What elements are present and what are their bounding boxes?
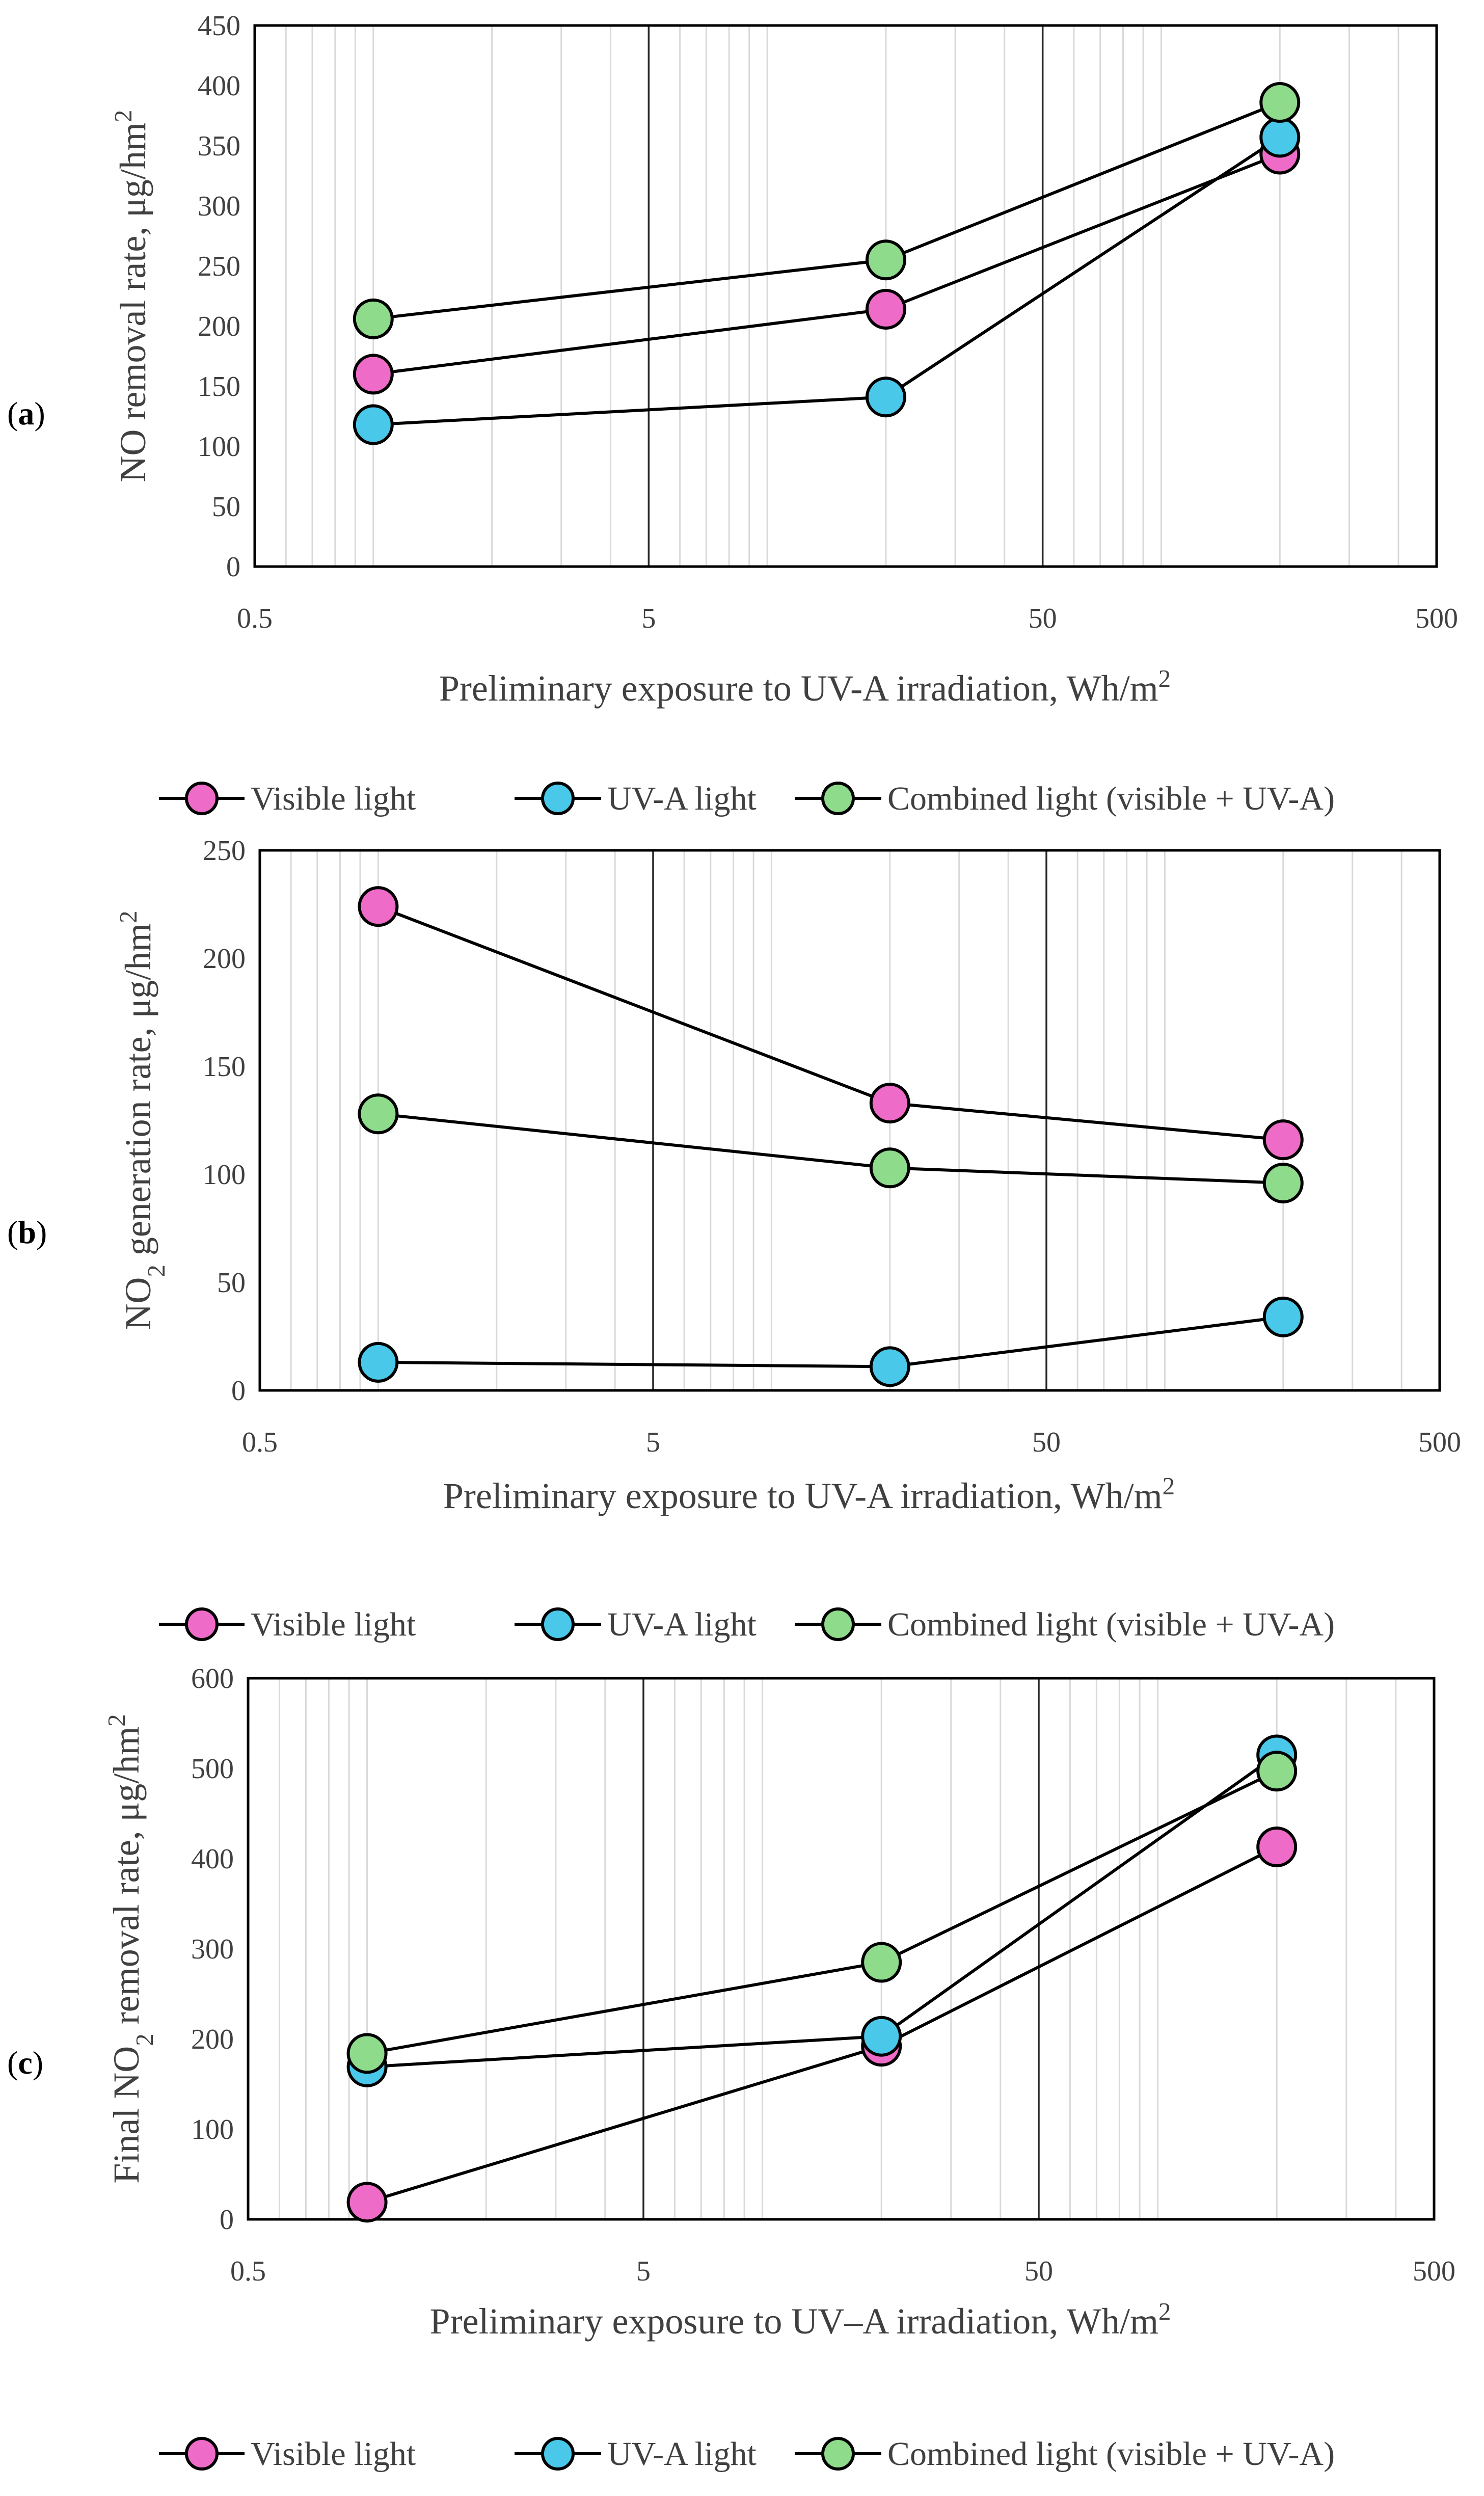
- data-point-marker: [865, 288, 906, 330]
- x-tick-label: 0.5: [242, 1427, 278, 1458]
- panel-label: (b): [7, 1214, 47, 1250]
- x-tick-label: 5: [641, 603, 656, 634]
- data-point-marker: [358, 1341, 399, 1383]
- data-point-marker: [353, 354, 394, 395]
- data-point-marker: [358, 1093, 399, 1135]
- data-point-marker: [346, 2182, 388, 2223]
- x-tick-label: 500: [1413, 2256, 1455, 2287]
- x-axis-title: Preliminary exposure to UV-A irradiation…: [443, 1472, 1175, 1517]
- legend-marker: [541, 2437, 575, 2471]
- legend-marker: [185, 782, 219, 815]
- data-point-marker: [869, 1083, 910, 1124]
- legend-label: UV-A light: [607, 780, 757, 817]
- y-tick-label: 0: [231, 1375, 246, 1407]
- chart-panel-3: 0 100 200 300 400 500 600 0.5 5 50 500 Final NO2 re…: [7, 1663, 1455, 2473]
- x-tick-label: 500: [1415, 603, 1458, 634]
- legend-label: Visible light: [251, 2435, 416, 2473]
- y-tick-label: 600: [191, 1663, 234, 1695]
- legend-label: Visible light: [251, 1606, 416, 1643]
- data-point-marker: [1262, 1119, 1304, 1161]
- y-tick-label: 250: [203, 835, 246, 867]
- y-tick-label: 0: [226, 551, 240, 583]
- y-tick-label: 200: [191, 2024, 234, 2055]
- legend-marker: [821, 2437, 855, 2471]
- x-tick-label: 50: [1032, 1427, 1061, 1458]
- data-point-marker: [358, 886, 399, 927]
- chart-legend: Visible light UV-A light Combined light (v…: [159, 2435, 1335, 2473]
- x-axis-title: Preliminary exposure to UV–A irradiation…: [430, 2297, 1171, 2342]
- y-tick-label: 50: [217, 1267, 246, 1299]
- x-axis-title: Preliminary exposure to UV-A irradiation…: [439, 664, 1171, 709]
- legend-label: UV-A light: [607, 1606, 757, 1643]
- y-tick-label: 400: [191, 1843, 234, 1875]
- y-tick-label: 300: [191, 1934, 234, 1965]
- y-axis-title: NO2 generation rate, μg/hm2: [114, 910, 170, 1330]
- y-tick-label: 0: [220, 2204, 234, 2236]
- legend-label: Visible light: [251, 780, 416, 817]
- plot-area-frame: [247, 1677, 1436, 2221]
- panel-label: (a): [7, 395, 45, 432]
- data-point-marker: [353, 298, 394, 339]
- legend-label: Combined light (visible + UV-A): [887, 2435, 1335, 2473]
- data-point-marker: [869, 1147, 910, 1189]
- plot-area-frame: [253, 24, 1438, 568]
- y-tick-label: 250: [198, 251, 240, 282]
- y-axis-title: Final NO2 removal rate, μg/hm2: [102, 1714, 158, 2183]
- chart-panel-2: 0 50 100 150 200 250 0.5 5 50 500 NO2 generation r…: [7, 835, 1461, 1643]
- y-tick-label: 400: [198, 70, 240, 102]
- legend-marker: [821, 782, 855, 815]
- y-tick-label: 200: [198, 311, 240, 342]
- x-tick-label: 0.5: [230, 2256, 266, 2287]
- legend-marker: [185, 2437, 219, 2471]
- data-point-marker: [861, 2016, 902, 2057]
- chart-legend: Visible light UV-A light Combined light (v…: [159, 780, 1335, 817]
- x-tick-label: 50: [1029, 603, 1057, 634]
- y-tick-label: 100: [198, 431, 240, 463]
- y-tick-label: 350: [198, 130, 240, 162]
- y-tick-label: 150: [198, 371, 240, 402]
- x-tick-label: 5: [646, 1427, 660, 1458]
- legend-label: UV-A light: [607, 2435, 757, 2473]
- data-point-marker: [1262, 1162, 1304, 1203]
- y-tick-label: 100: [203, 1159, 246, 1191]
- legend-marker: [541, 1607, 575, 1641]
- y-tick-label: 50: [212, 491, 240, 523]
- y-tick-label: 100: [191, 2114, 234, 2145]
- x-tick-label: 5: [636, 2256, 651, 2287]
- y-axis-title: NO removal rate, μg/hm2: [109, 110, 154, 482]
- data-point-marker: [1256, 1751, 1298, 1792]
- chart-panel-1: 0 50 100 150 200 250 300 350 400 450 0.5 5 50 500 NO r…: [7, 10, 1458, 817]
- x-tick-label: 0.5: [237, 603, 273, 634]
- data-point-marker: [1262, 1296, 1304, 1337]
- data-point-marker: [1259, 82, 1301, 123]
- panel-label: (c): [7, 2045, 43, 2081]
- data-point-marker: [353, 404, 394, 445]
- legend-label: Combined light (visible + UV-A): [887, 780, 1335, 817]
- data-point-marker: [1259, 117, 1301, 158]
- y-tick-label: 500: [191, 1753, 234, 1785]
- x-tick-label: 50: [1024, 2256, 1053, 2287]
- legend-label: Combined light (visible + UV-A): [887, 1606, 1335, 1643]
- data-point-marker: [869, 1346, 910, 1387]
- data-point-marker: [1256, 1826, 1298, 1867]
- legend-marker: [541, 782, 575, 815]
- x-tick-label: 500: [1418, 1427, 1461, 1458]
- data-point-marker: [865, 377, 906, 418]
- y-tick-label: 450: [198, 10, 240, 42]
- data-point-marker: [865, 239, 906, 281]
- legend-marker: [185, 1607, 219, 1641]
- y-tick-label: 150: [203, 1051, 246, 1083]
- chart-legend: Visible light UV-A light Combined light (v…: [159, 1606, 1335, 1643]
- data-point-marker: [861, 1942, 902, 1983]
- data-point-marker: [346, 2033, 388, 2074]
- legend-marker: [821, 1607, 855, 1641]
- y-tick-label: 300: [198, 191, 240, 222]
- y-tick-label: 200: [203, 943, 246, 975]
- plot-area-frame: [258, 849, 1441, 1392]
